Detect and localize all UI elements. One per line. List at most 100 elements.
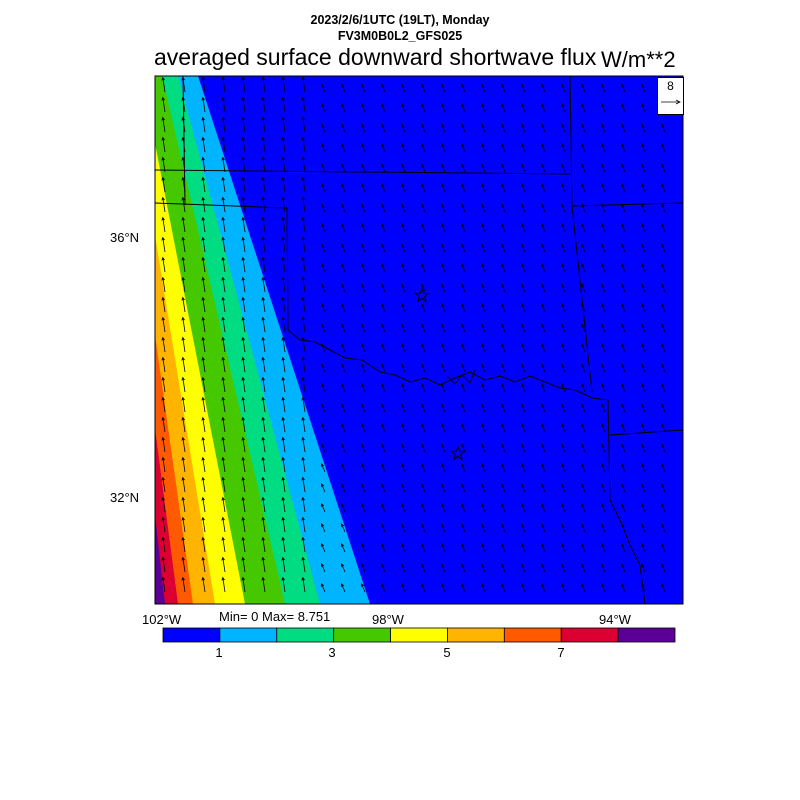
wind-vector: [581, 143, 586, 153]
wind-vector: [421, 303, 426, 313]
wind-vector-head: [221, 176, 225, 181]
wind-vector: [202, 137, 206, 153]
wind-vector: [202, 177, 206, 193]
wind-vector-head: [560, 463, 565, 467]
wind-vector: [182, 197, 186, 213]
wind-vector-head: [320, 103, 325, 107]
wind-vector: [441, 423, 446, 433]
wind-vector-head: [640, 443, 645, 447]
wind-vector: [242, 77, 246, 93]
wind-vector: [541, 583, 546, 593]
wind-vector: [222, 217, 226, 233]
wind-vector-head: [460, 563, 465, 567]
wind-vector: [461, 143, 466, 153]
wind-vector: [421, 463, 426, 473]
wind-vector-head: [560, 163, 565, 167]
wind-vector-head: [181, 536, 185, 541]
wind-vector-head: [520, 403, 525, 407]
wind-vector-head: [560, 543, 565, 547]
wind-vector: [361, 543, 366, 553]
wind-vector: [421, 83, 426, 93]
wind-vector-head: [460, 363, 465, 367]
wind-vector: [401, 143, 406, 153]
wind-vector-head: [360, 223, 365, 227]
wind-vector: [381, 483, 386, 493]
wind-vector-head: [660, 263, 665, 267]
wind-vector-head: [181, 576, 185, 581]
wind-vector-head: [161, 116, 165, 121]
wind-vector-head: [360, 203, 365, 207]
station-markers: [413, 286, 467, 461]
wind-vector: [361, 103, 366, 113]
wind-vector: [401, 103, 406, 113]
wind-vector: [262, 257, 266, 273]
wind-vector: [601, 343, 606, 353]
wind-vector-head: [660, 523, 665, 527]
wind-vector: [621, 163, 626, 173]
wind-vector: [302, 157, 306, 173]
wind-vector-head: [440, 163, 445, 167]
wind-vector-head: [340, 263, 345, 267]
wind-vector-head: [500, 523, 505, 527]
wind-vector: [182, 377, 186, 393]
wind-vector: [661, 423, 666, 433]
wind-vector-head: [620, 243, 625, 247]
wind-vector-head: [420, 263, 425, 267]
wind-vector: [441, 223, 446, 233]
wind-vector: [361, 563, 366, 573]
wind-vector: [421, 583, 426, 593]
wind-vector: [262, 517, 266, 533]
wind-vector-head: [400, 403, 405, 407]
wind-vector: [361, 163, 366, 173]
wind-vector: [461, 463, 466, 473]
wind-vector: [381, 123, 386, 133]
wind-vector-head: [281, 156, 285, 161]
wind-vector-head: [261, 436, 265, 441]
wind-vector: [401, 323, 406, 333]
wind-vector-head: [221, 156, 225, 161]
wind-vector-head: [380, 163, 385, 167]
wind-vector-head: [221, 216, 225, 221]
wind-vector: [641, 343, 646, 353]
wind-vector-head: [420, 543, 425, 547]
wind-vector-head: [301, 96, 305, 101]
wind-vector-head: [600, 343, 605, 347]
wind-vector-head: [340, 83, 345, 87]
wind-vector: [381, 563, 386, 573]
wind-vector: [401, 343, 406, 353]
wind-vector: [641, 523, 646, 533]
wind-vector-head: [600, 363, 605, 367]
wind-vector: [242, 457, 246, 473]
wind-vector-head: [620, 303, 625, 307]
wind-vector: [361, 343, 366, 353]
wind-vector-head: [320, 183, 325, 187]
wind-vector: [461, 323, 466, 333]
wind-vector: [321, 423, 326, 433]
wind-vector: [162, 337, 166, 353]
wind-vector-head: [440, 483, 445, 487]
wind-vector: [321, 383, 326, 393]
wind-vector-head: [540, 363, 545, 367]
wind-vector: [441, 323, 446, 333]
wind-vector: [222, 197, 226, 213]
wind-vector: [182, 537, 186, 553]
wind-vector: [262, 297, 266, 313]
wind-vector-head: [460, 263, 465, 267]
wind-vector: [282, 417, 286, 433]
wind-vector: [441, 483, 446, 493]
wind-vector-head: [340, 483, 345, 487]
wind-vector: [242, 577, 246, 593]
arkansas-louisiana-border: [609, 429, 683, 436]
wind-vector: [282, 437, 286, 453]
wind-vector-head: [620, 423, 625, 427]
wind-vector: [621, 503, 626, 513]
wind-vector-head: [161, 296, 165, 301]
wind-vector: [421, 123, 426, 133]
wind-vector-head: [301, 436, 305, 441]
wind-vector: [601, 443, 606, 453]
colorbar-box-6: [503, 627, 562, 643]
wind-vector: [641, 403, 646, 413]
wind-vector: [282, 137, 286, 153]
wind-vector: [401, 123, 406, 133]
wind-vector: [162, 357, 166, 373]
